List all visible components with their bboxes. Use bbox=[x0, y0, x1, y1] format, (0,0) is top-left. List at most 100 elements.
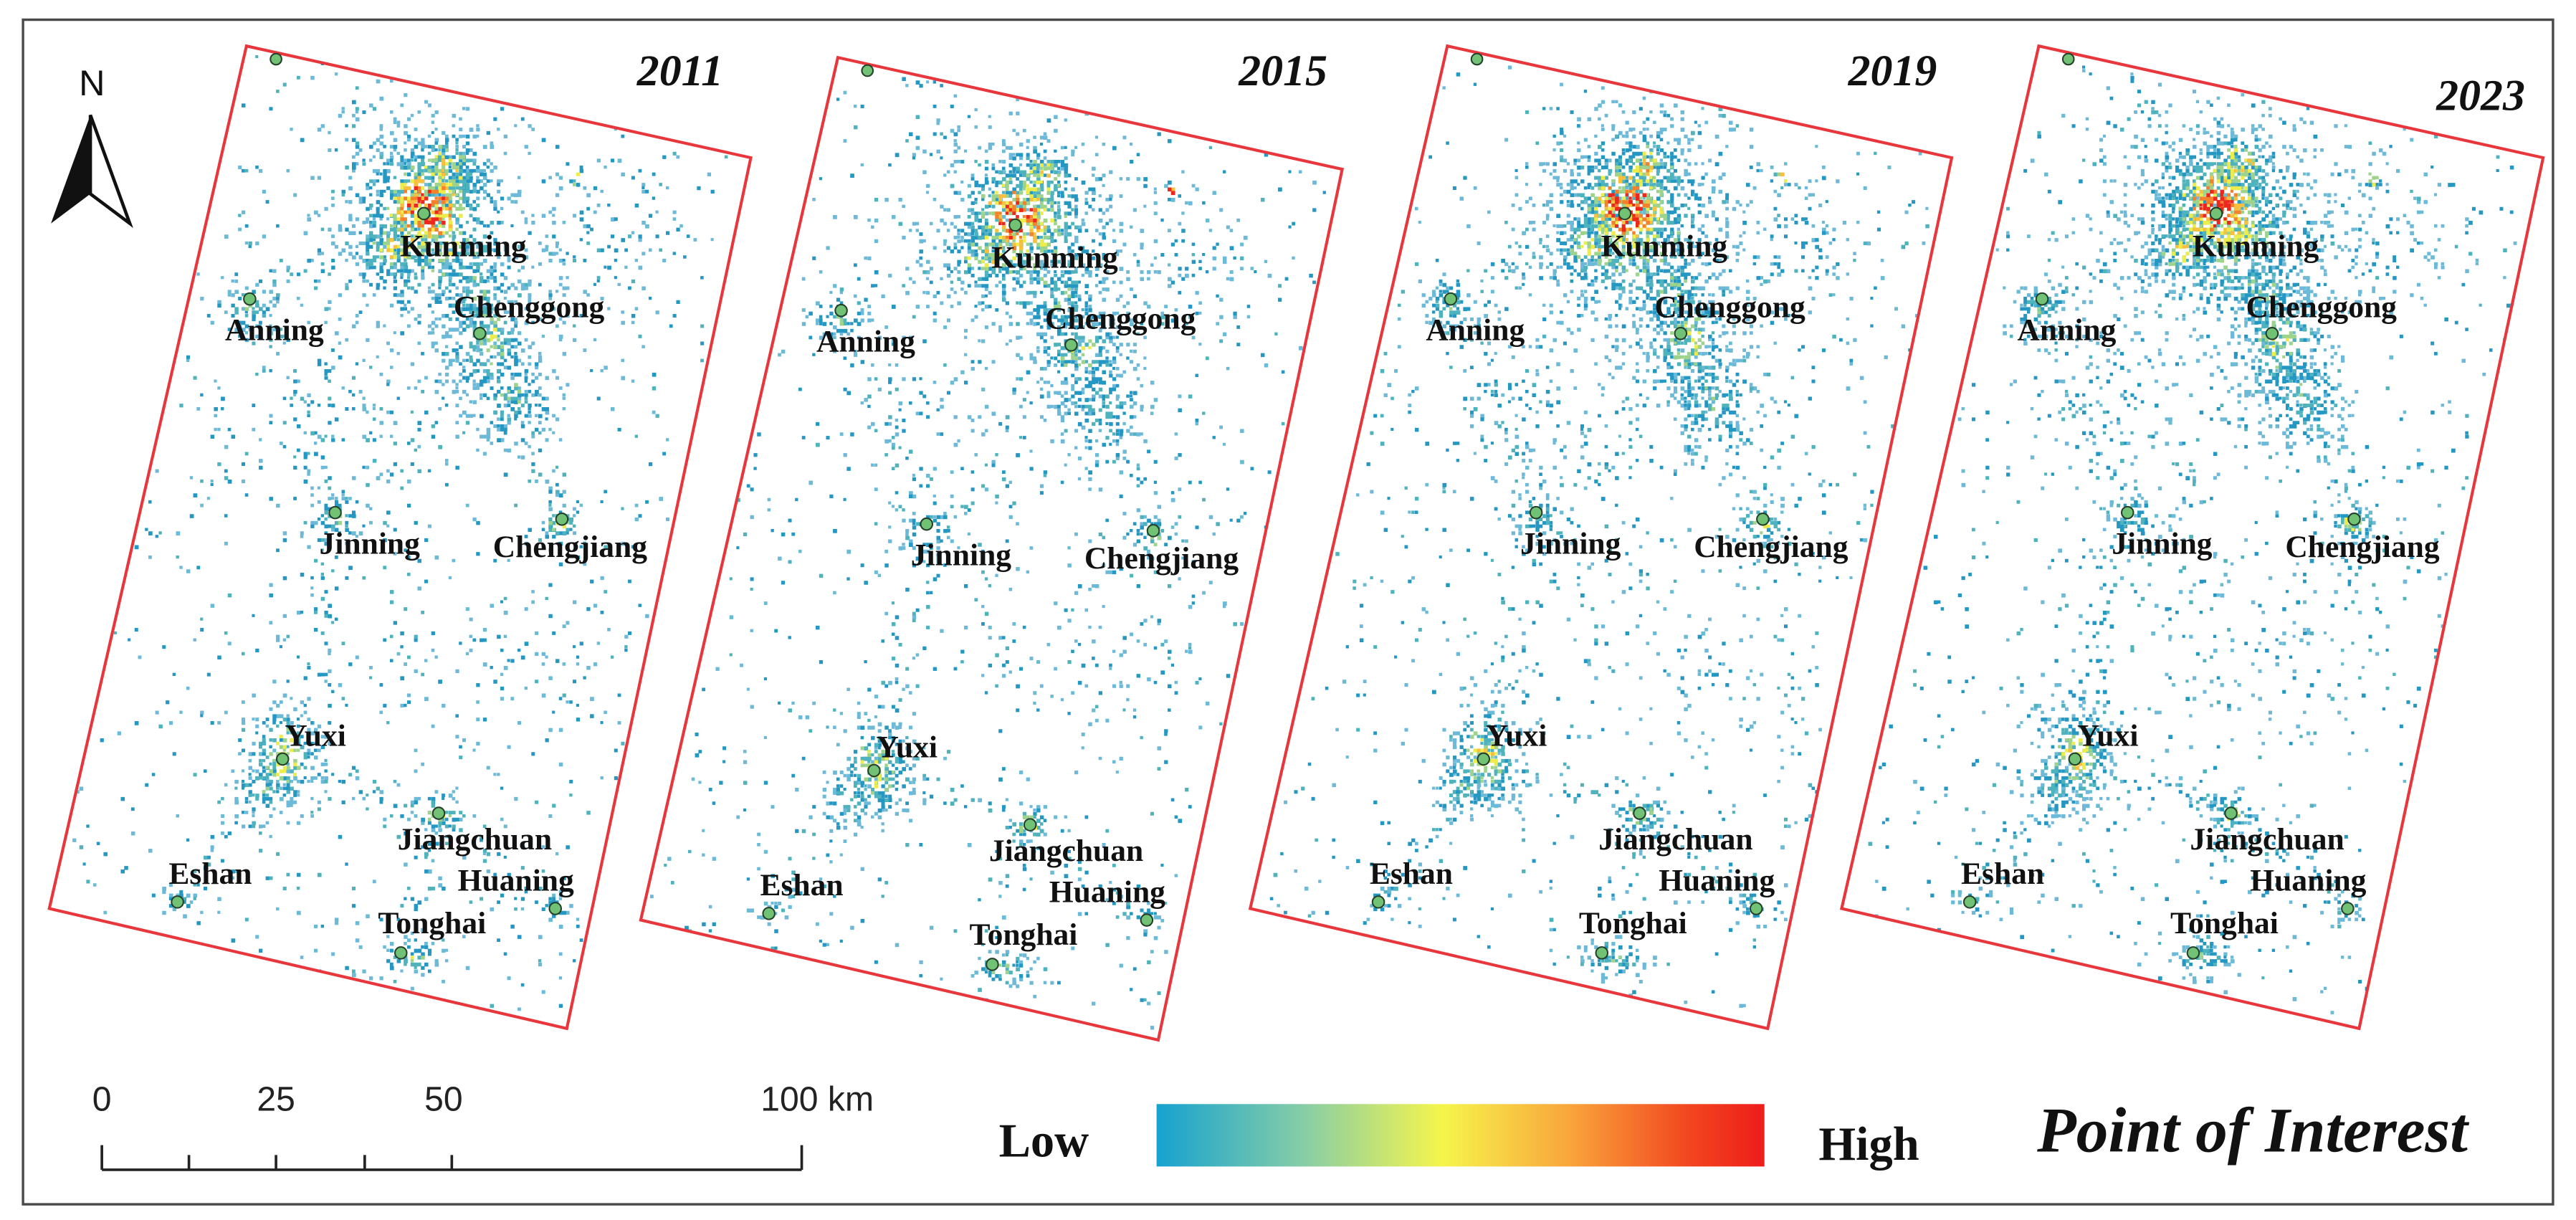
city-marker-jinning bbox=[920, 517, 934, 531]
city-label-eshan: Eshan bbox=[168, 857, 252, 891]
city-label-jinning: Jinning bbox=[2112, 526, 2213, 561]
city-label-jiangchuan: Jiangchuan bbox=[1598, 822, 1752, 857]
year-label: 2015 bbox=[1238, 47, 1327, 95]
study-area-boundary bbox=[639, 55, 1345, 1042]
city-label-chengjiang: Chengjiang bbox=[1694, 530, 1848, 564]
settlement-marker bbox=[861, 64, 874, 77]
city-marker-jiangchuan bbox=[431, 806, 446, 820]
city-label-chenggong: Chenggong bbox=[1654, 290, 1805, 324]
settlement-marker bbox=[2061, 52, 2075, 66]
city-label-jinning: Jinning bbox=[1520, 526, 1621, 561]
city-marker-anning bbox=[243, 292, 257, 306]
city-label-chengjiang: Chengjiang bbox=[2285, 530, 2440, 564]
scale-bar-line bbox=[100, 1145, 803, 1171]
city-marker-tonghai bbox=[1595, 946, 1609, 960]
city-marker-kunming bbox=[1008, 218, 1022, 232]
city-marker-chenggong bbox=[473, 327, 487, 340]
poi-density-very-high bbox=[1604, 162, 1651, 235]
legend-title: Point of Interest bbox=[2036, 1095, 2470, 1166]
city-label-chengjiang: Chengjiang bbox=[493, 530, 648, 564]
city-marker-kunming bbox=[417, 206, 431, 221]
city-marker-huaning bbox=[1749, 902, 1763, 915]
city-label-yuxi: Yuxi bbox=[1486, 719, 1547, 753]
study-area-boundary bbox=[1248, 44, 1954, 1031]
legend-color-ramp bbox=[1156, 1104, 1765, 1167]
city-marker-chengjiang bbox=[555, 513, 569, 526]
north-arrow-icon bbox=[51, 114, 133, 229]
city-label-kunming: Kunming bbox=[991, 241, 1118, 275]
north-arrow: N bbox=[51, 62, 133, 229]
city-label-huaning: Huaning bbox=[1049, 875, 1165, 909]
city-marker-yuxi bbox=[2068, 752, 2082, 766]
city-label-anning: Anning bbox=[816, 325, 915, 359]
map-panels: 2011 Kunming Chenggong Anning Jinning Chengji… bbox=[47, 44, 2545, 1042]
city-label-eshan: Eshan bbox=[1961, 857, 2044, 891]
city-label-chenggong: Chenggong bbox=[2246, 290, 2397, 324]
city-label-jiangchuan: Jiangchuan bbox=[398, 822, 552, 857]
city-label-jinning: Jinning bbox=[911, 538, 1012, 572]
year-label: 2011 bbox=[636, 47, 723, 95]
city-marker-eshan bbox=[1962, 895, 1977, 909]
city-label-chenggong: Chenggong bbox=[1045, 301, 1196, 335]
city-marker-yuxi bbox=[1477, 752, 1491, 766]
poi-density-very-high bbox=[995, 191, 1041, 251]
scale-label-25: 25 bbox=[257, 1080, 295, 1118]
city-label-anning: Anning bbox=[2017, 313, 2116, 347]
city-label-anning: Anning bbox=[1426, 313, 1525, 347]
city-marker-kunming bbox=[1618, 206, 1632, 221]
city-marker-chenggong bbox=[2265, 327, 2279, 340]
poi-density-layer bbox=[1269, 46, 1929, 1025]
city-label-eshan: Eshan bbox=[1370, 857, 1453, 891]
poi-density-layer bbox=[649, 57, 1326, 1030]
city-label-kunming: Kunming bbox=[400, 229, 527, 264]
poi-density-peak bbox=[2199, 189, 2234, 228]
city-label-kunming: Kunming bbox=[1601, 229, 1728, 264]
scale-label-50: 50 bbox=[424, 1080, 463, 1118]
scale-label-0: 0 bbox=[92, 1080, 112, 1118]
city-marker-eshan bbox=[762, 907, 776, 920]
city-marker-kunming bbox=[2209, 206, 2223, 221]
city-marker-yuxi bbox=[275, 752, 290, 766]
map-panel-2019: 2019 Kunming Chenggong Anning Jinning Chengji… bbox=[1248, 44, 1954, 1031]
city-marker-tonghai bbox=[2186, 946, 2200, 960]
city-marker-huaning bbox=[2341, 902, 2355, 915]
city-marker-tonghai bbox=[986, 958, 999, 971]
year-label: 2023 bbox=[2436, 72, 2525, 120]
poi-density-low bbox=[82, 62, 715, 1008]
city-label-yuxi: Yuxi bbox=[285, 719, 346, 753]
study-area-boundary bbox=[47, 44, 753, 1031]
city-label-huaning: Huaning bbox=[2250, 863, 2366, 897]
city-label-yuxi: Yuxi bbox=[2077, 719, 2139, 753]
city-label-eshan: Eshan bbox=[760, 868, 843, 902]
city-marker-chengjiang bbox=[2347, 513, 2361, 526]
city-label-jiangchuan: Jiangchuan bbox=[989, 834, 1143, 868]
city-marker-jiangchuan bbox=[1023, 818, 1037, 831]
legend-high-label: High bbox=[1818, 1118, 1919, 1171]
city-marker-yuxi bbox=[867, 763, 881, 778]
map-panel-2015: 2015 Kunming Chenggong Anning Jinning Chengji… bbox=[639, 47, 1345, 1042]
scale-bar: 0 25 50 100 km bbox=[92, 1080, 874, 1171]
year-label: 2019 bbox=[1848, 47, 1937, 95]
city-label-anning: Anning bbox=[225, 313, 324, 347]
city-marker-chenggong bbox=[1064, 338, 1078, 352]
city-marker-jinning bbox=[328, 505, 342, 520]
city-marker-jiangchuan bbox=[2224, 806, 2238, 820]
city-marker-eshan bbox=[171, 895, 184, 909]
city-label-huaning: Huaning bbox=[1659, 863, 1775, 897]
city-marker-chengjiang bbox=[1146, 524, 1160, 538]
city-marker-anning bbox=[1444, 292, 1458, 306]
city-label-tonghai: Tonghai bbox=[2170, 906, 2279, 940]
city-marker-eshan bbox=[1371, 895, 1385, 909]
map-panel-2011: 2011 Kunming Chenggong Anning Jinning Chengji… bbox=[47, 44, 753, 1031]
map-panel-2023: 2023 Kunming Chenggong Anning Jinning Chengji… bbox=[1839, 44, 2545, 1031]
city-label-chengjiang: Chengjiang bbox=[1084, 541, 1239, 576]
poi-density-very-high bbox=[2193, 179, 2241, 232]
city-marker-chenggong bbox=[1674, 327, 1688, 340]
city-label-tonghai: Tonghai bbox=[378, 906, 486, 940]
city-marker-jiangchuan bbox=[1633, 806, 1646, 820]
city-label-chenggong: Chenggong bbox=[454, 290, 605, 324]
city-marker-anning bbox=[2035, 292, 2049, 306]
legend-low-label: Low bbox=[999, 1115, 1089, 1168]
poi-density-mid bbox=[836, 160, 1162, 974]
